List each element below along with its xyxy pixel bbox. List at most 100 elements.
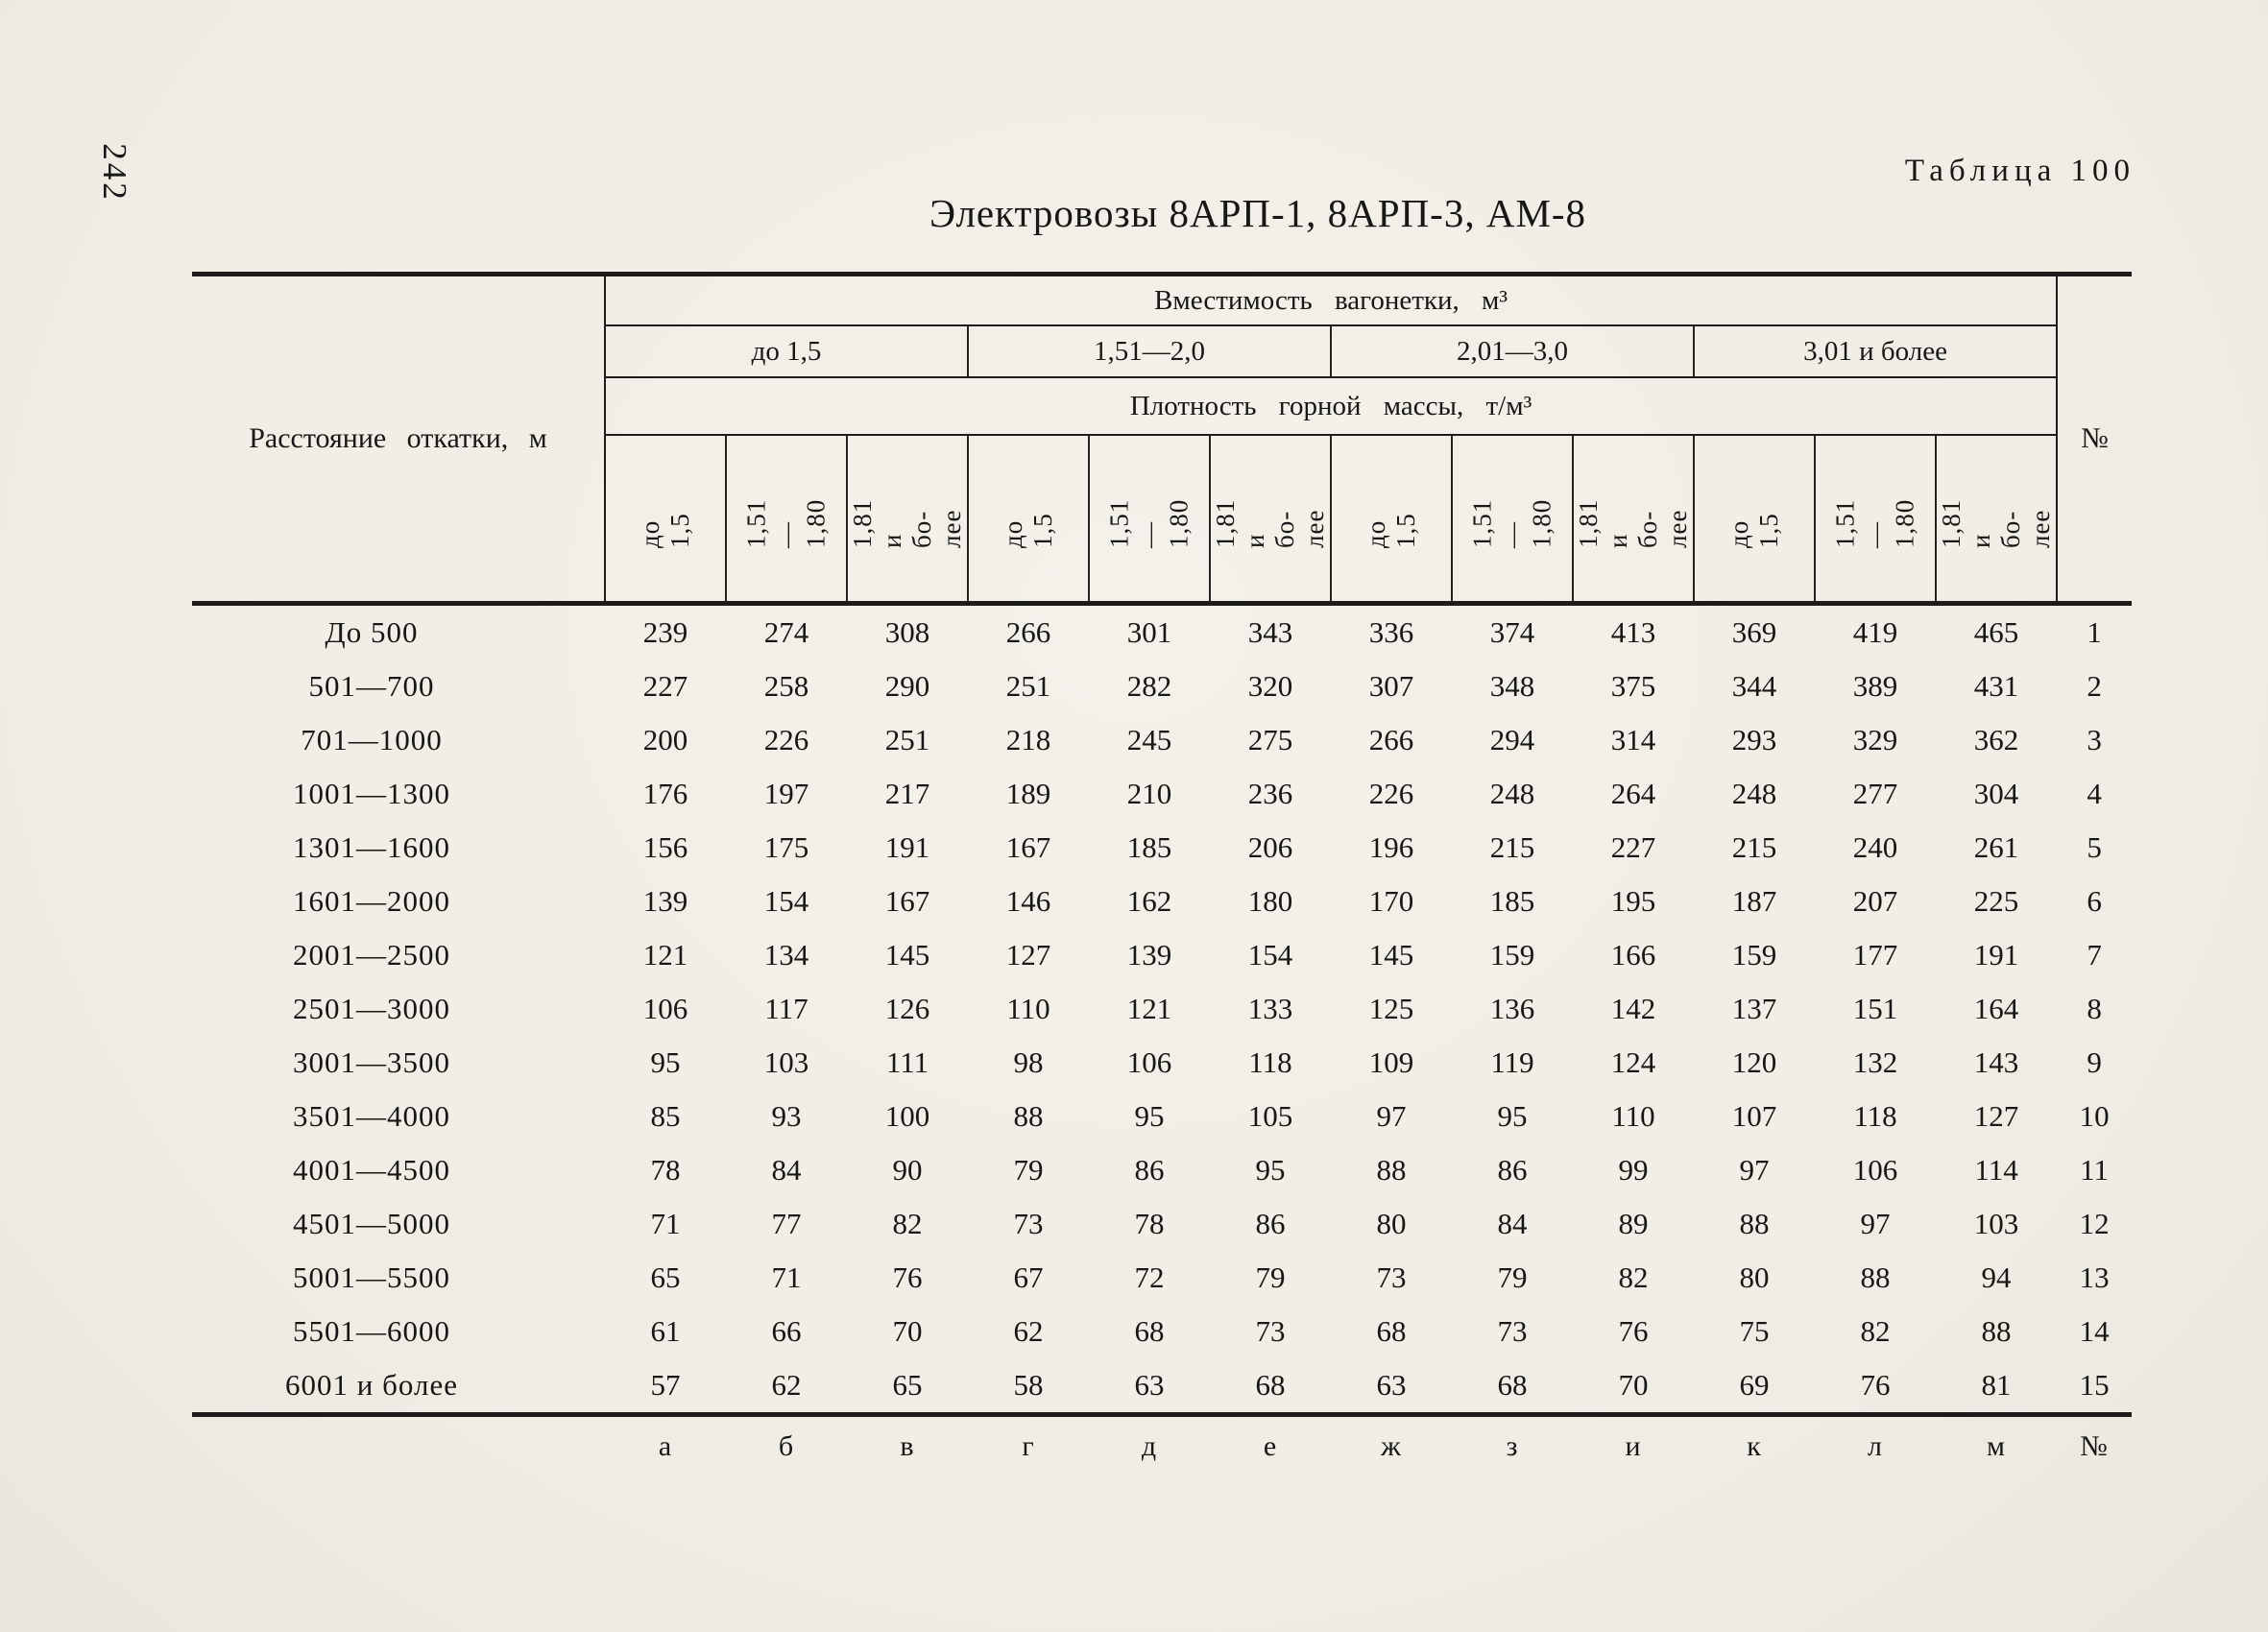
value-cell: 110 [1006, 992, 1050, 1025]
value-cell: 66 [771, 1314, 802, 1348]
value-cell: 109 [1368, 1045, 1414, 1079]
value-cell: 375 [1610, 669, 1656, 703]
value-cell: 86 [1255, 1207, 1286, 1240]
density-subcol-label: до 1,5 [636, 513, 694, 548]
row-label: 6001 и более [285, 1368, 458, 1402]
density-subcol-header: 1,51—1,80 [1451, 435, 1573, 606]
column-letter: б [726, 1412, 847, 1476]
value-cell: 80 [1376, 1207, 1407, 1240]
value-cell: 191 [884, 830, 930, 864]
density-subcol-header: до 1,5 [1693, 435, 1815, 606]
value-cell: 139 [1126, 938, 1172, 972]
value-cell: 69 [1739, 1368, 1770, 1402]
column-letter: ж [1331, 1412, 1452, 1476]
density-subcol-label: 1,81 и бо- лее [1574, 498, 1692, 548]
value-cell: 76 [1618, 1314, 1649, 1348]
value-cell: 103 [763, 1045, 809, 1079]
capacity-group-header: до 1,5 [605, 325, 968, 378]
value-cell: 264 [1610, 777, 1656, 810]
density-header: Плотность горной массы, т/м³ [605, 377, 2058, 436]
value-cell: 63 [1134, 1368, 1165, 1402]
value-cell: 226 [763, 723, 809, 756]
value-cell: 275 [1247, 723, 1293, 756]
value-cell: 82 [1618, 1260, 1649, 1294]
value-cell: 127 [1973, 1099, 2019, 1133]
value-cell: 374 [1489, 615, 1535, 649]
value-cell: 175 [763, 830, 809, 864]
value-cell: 88 [1981, 1314, 2012, 1348]
value-cell: 88 [1860, 1260, 1891, 1294]
value-cell: 248 [1489, 777, 1535, 810]
row-label: 2001—2500 [293, 938, 450, 972]
value-cell: 261 [1973, 830, 2019, 864]
value-cell: 227 [642, 669, 688, 703]
row-label: 3001—3500 [293, 1045, 450, 1079]
capacity-group-header: 2,01—3,0 [1330, 325, 1694, 378]
value-cell: 95 [650, 1045, 681, 1079]
value-cell: 195 [1610, 884, 1656, 918]
value-cell: 369 [1731, 615, 1777, 649]
value-cell: 185 [1489, 884, 1535, 918]
density-subcol-header: до 1,5 [1330, 435, 1452, 606]
value-cell: 294 [1489, 723, 1535, 756]
value-cell: 227 [1610, 830, 1656, 864]
value-cell: 121 [642, 938, 688, 972]
value-cell: 134 [763, 938, 809, 972]
row-label: 701—1000 [301, 723, 443, 756]
value-cell: 304 [1973, 777, 2019, 810]
value-cell: 107 [1731, 1099, 1777, 1133]
density-subcol-header: 1,51—1,80 [725, 435, 847, 606]
value-cell: 65 [892, 1368, 923, 1402]
density-subcol-label: 1,51—1,80 [1830, 498, 1919, 548]
value-cell: 78 [1134, 1207, 1165, 1240]
density-subcol-label: 1,81 и бо- лее [1937, 498, 2056, 549]
value-cell: 200 [642, 723, 688, 756]
value-cell: 314 [1610, 723, 1656, 756]
value-cell: 176 [642, 777, 688, 810]
value-cell: 164 [1973, 992, 2019, 1025]
value-cell: 94 [1981, 1260, 2012, 1294]
value-cell: 151 [1852, 992, 1898, 1025]
table-row: 701—1000 200 226 251 218 245 275 266 294 314 293 32… [192, 713, 2132, 767]
value-cell: 73 [1497, 1314, 1528, 1348]
value-cell: 67 [1013, 1260, 1044, 1294]
row-number-cell: 5 [2087, 830, 2102, 864]
value-cell: 132 [1852, 1045, 1898, 1079]
column-letter: д [1089, 1412, 1210, 1476]
value-cell: 75 [1739, 1314, 1770, 1348]
column-letter: м [1936, 1412, 2058, 1476]
footer-row-number-label: № [2057, 1412, 2133, 1476]
column-letter: е [1210, 1412, 1331, 1476]
value-cell: 73 [1376, 1260, 1407, 1294]
table-row: 1601—2000 139 154 167 146 162 180 170 185 195 187 2… [192, 875, 2132, 928]
value-cell: 86 [1134, 1153, 1165, 1187]
row-number-cell: 13 [2079, 1260, 2110, 1294]
table-row: До 500 239 274 308 266 301 343 336 374 413 369 419 4… [192, 604, 2132, 660]
density-subcol-header: 1,81 и бо- лее [1934, 435, 2058, 606]
value-cell: 156 [642, 830, 688, 864]
value-cell: 79 [1013, 1153, 1044, 1187]
value-cell: 90 [892, 1153, 923, 1187]
density-subheader-row: до 1,5 1,51—1,80 1,81 и бо- лее до 1,5 1,51—… [192, 435, 2132, 606]
density-subcol-label: 1,51—1,80 [741, 498, 831, 548]
table-row: 2501—3000 106 117 126 110 121 133 125 136 142 137 1… [192, 982, 2132, 1036]
value-cell: 389 [1852, 669, 1898, 703]
value-cell: 251 [884, 723, 930, 756]
row-label: 4501—5000 [293, 1207, 450, 1240]
density-subcol-header: 1,51—1,80 [1088, 435, 1210, 606]
value-cell: 100 [884, 1099, 930, 1133]
value-cell: 70 [1618, 1368, 1649, 1402]
row-label: 5001—5500 [293, 1260, 450, 1294]
density-subcol-label: 1,81 и бо- лее [1211, 498, 1329, 548]
row-number-cell: 2 [2087, 669, 2102, 703]
value-cell: 154 [763, 884, 809, 918]
table-caption: Таблица 100 [1904, 154, 2135, 188]
value-cell: 105 [1247, 1099, 1293, 1133]
table-row: 4001—4500 78 84 90 79 86 95 88 86 99 97 106 114 11 [192, 1143, 2132, 1197]
value-cell: 336 [1368, 615, 1414, 649]
value-cell: 293 [1731, 723, 1777, 756]
value-cell: 133 [1247, 992, 1293, 1025]
value-cell: 95 [1497, 1099, 1528, 1133]
capacity-groups-row: до 1,5 1,51—2,0 2,01—3,0 3,01 и более [192, 325, 2132, 378]
row-number-cell: 6 [2087, 884, 2102, 918]
